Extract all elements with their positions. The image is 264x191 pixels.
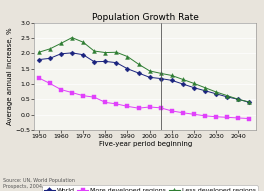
World [215,93,218,95]
X-axis label: Five-year period beginning: Five-year period beginning [98,141,192,147]
Less developed regions [170,74,173,77]
More developed regions [170,110,173,112]
World [115,62,118,64]
Less developed regions [70,36,74,39]
Less developed regions [104,51,107,54]
Less developed regions [115,51,118,53]
World [126,68,129,70]
Line: Less developed regions: Less developed regions [37,36,251,104]
World [181,83,185,85]
More developed regions [37,77,40,79]
Less developed regions [248,101,251,103]
World [104,60,107,63]
Less developed regions [126,55,129,58]
Less developed regions [48,48,51,50]
World [170,79,173,82]
World [59,53,63,55]
Less developed regions [237,98,240,100]
More developed regions [215,116,218,118]
More developed regions [181,112,185,114]
More developed regions [148,106,151,108]
More developed regions [159,107,162,109]
Less developed regions [148,70,151,72]
Less developed regions [37,51,40,53]
Less developed regions [192,82,196,85]
Line: More developed regions: More developed regions [37,76,251,120]
More developed regions [204,115,207,117]
More developed regions [82,95,85,97]
Text: Source: UN, World Population
Prospects, 2004.: Source: UN, World Population Prospects, … [3,178,74,189]
World [204,90,207,92]
World [137,72,140,74]
Less developed regions [82,41,85,43]
More developed regions [126,105,129,108]
More developed regions [104,101,107,104]
Less developed regions [215,91,218,93]
More developed regions [137,107,140,109]
World [148,76,151,79]
World [226,96,229,98]
More developed regions [237,117,240,119]
Less developed regions [93,50,96,52]
World [48,57,51,60]
More developed regions [59,88,63,91]
World [70,52,74,54]
More developed regions [248,117,251,120]
Less developed regions [137,63,140,65]
Legend: World, More developed regions, Less developed regions: World, More developed regions, Less deve… [42,185,258,191]
More developed regions [115,103,118,105]
Less developed regions [159,72,162,74]
World [159,77,162,80]
Title: Population Growth Rate: Population Growth Rate [92,13,199,22]
World [82,53,85,56]
World [192,87,196,89]
More developed regions [70,91,74,94]
Less developed regions [226,95,229,97]
More developed regions [192,113,196,115]
Less developed regions [59,42,63,45]
Line: World: World [37,51,251,104]
Y-axis label: Average annual increase, %: Average annual increase, % [7,28,13,125]
World [93,61,96,63]
Less developed regions [181,78,185,81]
World [37,58,40,61]
More developed regions [93,96,96,98]
World [248,101,251,104]
World [237,98,240,100]
More developed regions [226,116,229,118]
Less developed regions [204,87,207,89]
More developed regions [48,82,51,85]
